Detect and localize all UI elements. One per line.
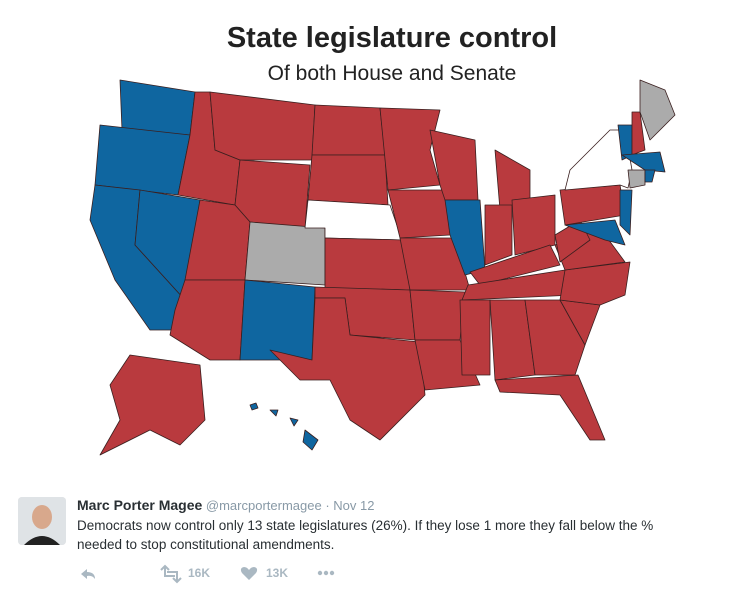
- us-map: [89, 79, 676, 456]
- action-icons: [81, 564, 335, 584]
- author[interactable]: Marc Porter Magee: [77, 497, 203, 513]
- more-icon: [329, 570, 335, 576]
- tweet-text: Democrats now control only 13 state legi…: [77, 516, 653, 554]
- map-subtitle: Of both House and Senate: [267, 62, 517, 85]
- handle[interactable]: @marcportermagee: [205, 498, 322, 513]
- like-icon[interactable]: [240, 567, 258, 580]
- avatar-image: [18, 497, 66, 545]
- separator: ·: [325, 498, 330, 513]
- more-icon: [323, 570, 329, 576]
- retweet-count: 16K: [188, 566, 211, 580]
- date[interactable]: Nov 12: [333, 498, 375, 513]
- retweet-icon[interactable]: [160, 564, 182, 584]
- more-icon[interactable]: [317, 570, 323, 576]
- text-line: needed to stop constitutional amendments…: [77, 537, 335, 552]
- map-title: State legislature control: [226, 22, 558, 54]
- like-count: 13K: [266, 566, 289, 580]
- tweet-header: Marc Porter Magee @marcportermagee · Nov…: [77, 497, 375, 513]
- reply-icon[interactable]: [81, 569, 95, 579]
- avatar[interactable]: [18, 497, 66, 545]
- text-line: Democrats now control only 13 state legi…: [77, 518, 654, 533]
